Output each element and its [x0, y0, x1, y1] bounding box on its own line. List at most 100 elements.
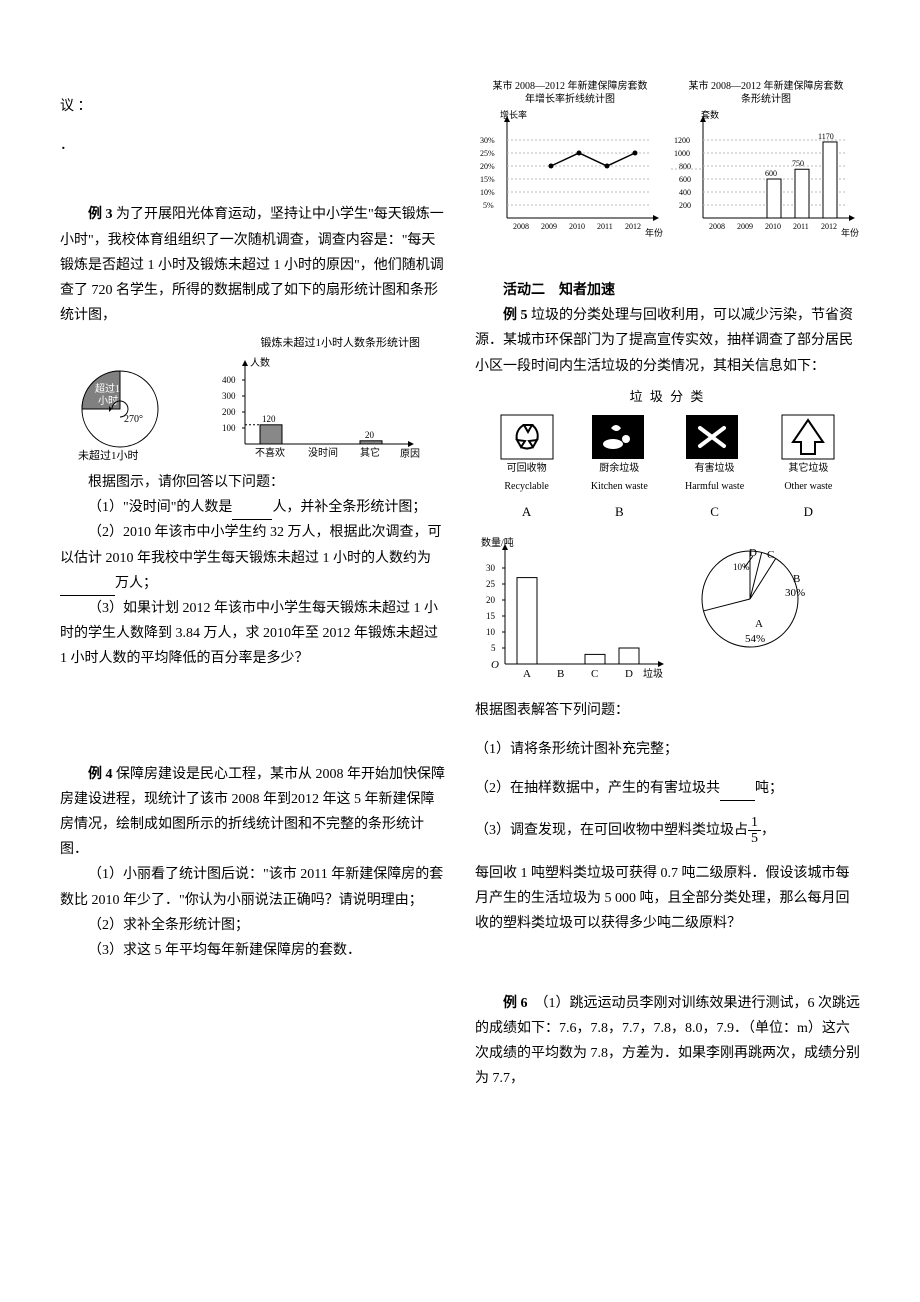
ex4-q2: （2）求补全条形统计图； [60, 913, 445, 938]
svg-text:30%: 30% [785, 587, 805, 599]
ex4-body: 保障房建设是民心工程，某市从 2008 年开始加快保障房建设进程，现统计了该市 … [60, 767, 445, 858]
svg-text:B: B [557, 668, 564, 680]
svg-text:120: 120 [262, 414, 276, 424]
svg-text:10%: 10% [480, 188, 495, 197]
ex4-title: 例 4 [88, 767, 113, 782]
bar-title: 锻炼未超过1小时人数条形统计图 [210, 334, 430, 354]
ex5-q1: （1）请将条形统计图补充完整； [475, 737, 860, 762]
ex3-title: 例 3 [88, 207, 113, 222]
activity-2-title: 活动二 知者加速 [475, 278, 860, 303]
svg-text:年份: 年份 [645, 227, 663, 238]
svg-text:2012: 2012 [821, 222, 837, 231]
svg-text:10: 10 [486, 627, 496, 637]
svg-text:30: 30 [486, 563, 496, 573]
svg-text:30%: 30% [480, 136, 495, 145]
svg-text:B: B [793, 573, 800, 585]
svg-text:C: C [767, 549, 774, 561]
svg-text:年份: 年份 [841, 227, 859, 238]
ex4-q1: （1）小丽看了统计图后说："该市 2011 年新建保障房的套数比 2010 年少… [60, 862, 445, 912]
ex5-title: 例 5 [503, 308, 528, 323]
svg-text:2009: 2009 [541, 222, 557, 231]
ex5-pie: A 54% B 30% C D 10% [685, 534, 825, 664]
svg-text:A: A [523, 668, 531, 680]
svg-text:400: 400 [222, 375, 236, 385]
garbage-table-title: 垃 圾 分 类 [475, 385, 860, 408]
svg-text:其它: 其它 [360, 446, 380, 459]
ex5-body: 垃圾的分类处理与回收利用，可以减少污染，节省资源．某城市环保部门为了提高宣传实效… [475, 308, 853, 373]
svg-text:2011: 2011 [793, 222, 809, 231]
kitchen-col: 厨余垃圾 Kitchen waste B [591, 414, 648, 523]
svg-text:800: 800 [679, 162, 691, 171]
svg-text:1200: 1200 [674, 136, 690, 145]
harmful-icon [685, 414, 739, 460]
fraction: 15 [748, 815, 761, 847]
ex5-q3a: （3）调查发现，在可回收物中塑料类垃圾占15， [475, 815, 860, 847]
ex4-charts: 某市 2008—2012 年新建保障房套数年增长率折线统计图 增长率 5% 10… [475, 80, 860, 238]
blank [60, 581, 115, 596]
svg-text:2008: 2008 [709, 222, 725, 231]
bar-svg: 人数 原因 100 200 300 400 120 不喜欢 没时间 20 其它 [210, 354, 430, 464]
pie-angle: 270° [124, 414, 143, 425]
dot: ． [60, 133, 445, 158]
recyclable-col: 可回收物 Recyclable A [500, 414, 554, 523]
ex6-title: 例 6 [503, 996, 528, 1011]
pie-over-label-2: 小时 [98, 395, 118, 407]
svg-text:2010: 2010 [765, 222, 781, 231]
x-label: 原因 [400, 448, 420, 460]
other-col: 其它垃圾 Other waste D [781, 414, 835, 523]
svg-text:25%: 25% [480, 149, 495, 158]
harmful-col: 有害垃圾 Harmful waste C [685, 414, 744, 523]
svg-text:600: 600 [679, 175, 691, 184]
svg-text:1170: 1170 [818, 132, 834, 141]
svg-text:增长率: 增长率 [500, 109, 527, 120]
recyclable-icon [500, 414, 554, 460]
svg-text:D: D [625, 668, 633, 680]
svg-text:15%: 15% [480, 175, 495, 184]
svg-text:2012: 2012 [625, 222, 641, 231]
pie-svg: 超过1 小时 270° 未超过1小时 [60, 354, 200, 464]
pie-under-label: 未超过1小时 [78, 448, 139, 462]
svg-text:1000: 1000 [674, 149, 690, 158]
svg-text:15: 15 [486, 611, 496, 621]
svg-text:200: 200 [222, 407, 236, 417]
ex6-para: 例 6 （1）跳远运动员李刚对训练效果进行测试，6 次跳远的成绩如下：7.6，7… [475, 991, 860, 1092]
svg-text:100: 100 [222, 423, 236, 433]
ex5-q-intro: 根据图表解答下列问题： [475, 698, 860, 723]
ex5-para: 例 5 垃圾的分类处理与回收利用，可以减少污染，节省资源．某城市环保部门为了提高… [475, 303, 860, 379]
svg-text:25: 25 [486, 579, 496, 589]
ex5-bar: 数量/吨 5 10 15 20 25 30 A [475, 534, 675, 684]
svg-text:2008: 2008 [513, 222, 529, 231]
ex3-q3: （3）如果计划 2012 年该市中小学生每天锻炼未超过 1 小时的学生人数降到 … [60, 596, 445, 672]
svg-text:600: 600 [765, 169, 777, 178]
garbage-icons: 可回收物 Recyclable A 厨余垃圾 Kitchen waste B [475, 414, 860, 523]
svg-text:D: D [749, 547, 757, 559]
ex4-q3: （3）求这 5 年平均每年新建保障房的套数． [60, 938, 445, 963]
other-icon [781, 414, 835, 460]
ex3-q1: （1）"没时间"的人数是人，并补全条形统计图； [60, 495, 445, 520]
svg-text:O: O [491, 659, 499, 671]
ex3-pie: 超过1 小时 270° 未超过1小时 [60, 354, 200, 464]
svg-text:A: A [755, 618, 763, 630]
svg-text:400: 400 [679, 188, 691, 197]
ex5-charts: 数量/吨 5 10 15 20 25 30 A [475, 534, 860, 684]
svg-text:没时间: 没时间 [308, 446, 338, 459]
pie-over-label-1: 超过1 [95, 382, 120, 395]
svg-text:10%: 10% [733, 562, 750, 572]
svg-text:C: C [591, 668, 598, 680]
svg-text:54%: 54% [745, 633, 765, 645]
svg-text:20%: 20% [480, 162, 495, 171]
ex3-q2: （2）2010 年该市中小学生约 32 万人，根据此次调查，可以估计 2010 … [60, 520, 445, 596]
ex3-q-intro: 根据图示，请你回答以下问题： [60, 470, 445, 495]
line-chart: 某市 2008—2012 年新建保障房套数年增长率折线统计图 增长率 5% 10… [475, 80, 665, 238]
kitchen-icon [591, 414, 645, 460]
svg-text:2010: 2010 [569, 222, 585, 231]
svg-text:200: 200 [679, 201, 691, 210]
svg-text:5: 5 [491, 643, 496, 653]
ex4-para: 例 4 保障房建设是民心工程，某市从 2008 年开始加快保障房建设进程，现统计… [60, 762, 445, 863]
svg-text:750: 750 [792, 159, 804, 168]
svg-text:垃圾: 垃圾 [643, 667, 663, 680]
ex3-bar: 锻炼未超过1小时人数条形统计图 人数 原因 100 200 300 400 [210, 334, 430, 464]
discussion-line: 议 ： [60, 94, 445, 119]
bar-chart: 某市 2008—2012 年新建保障房套数条形统计图 套数 200 400 60… [671, 80, 861, 238]
ex3-body: 为了开展阳光体育运动，坚持让中小学生"每天锻炼一小时"，我校体育组组织了一次随机… [60, 207, 444, 323]
